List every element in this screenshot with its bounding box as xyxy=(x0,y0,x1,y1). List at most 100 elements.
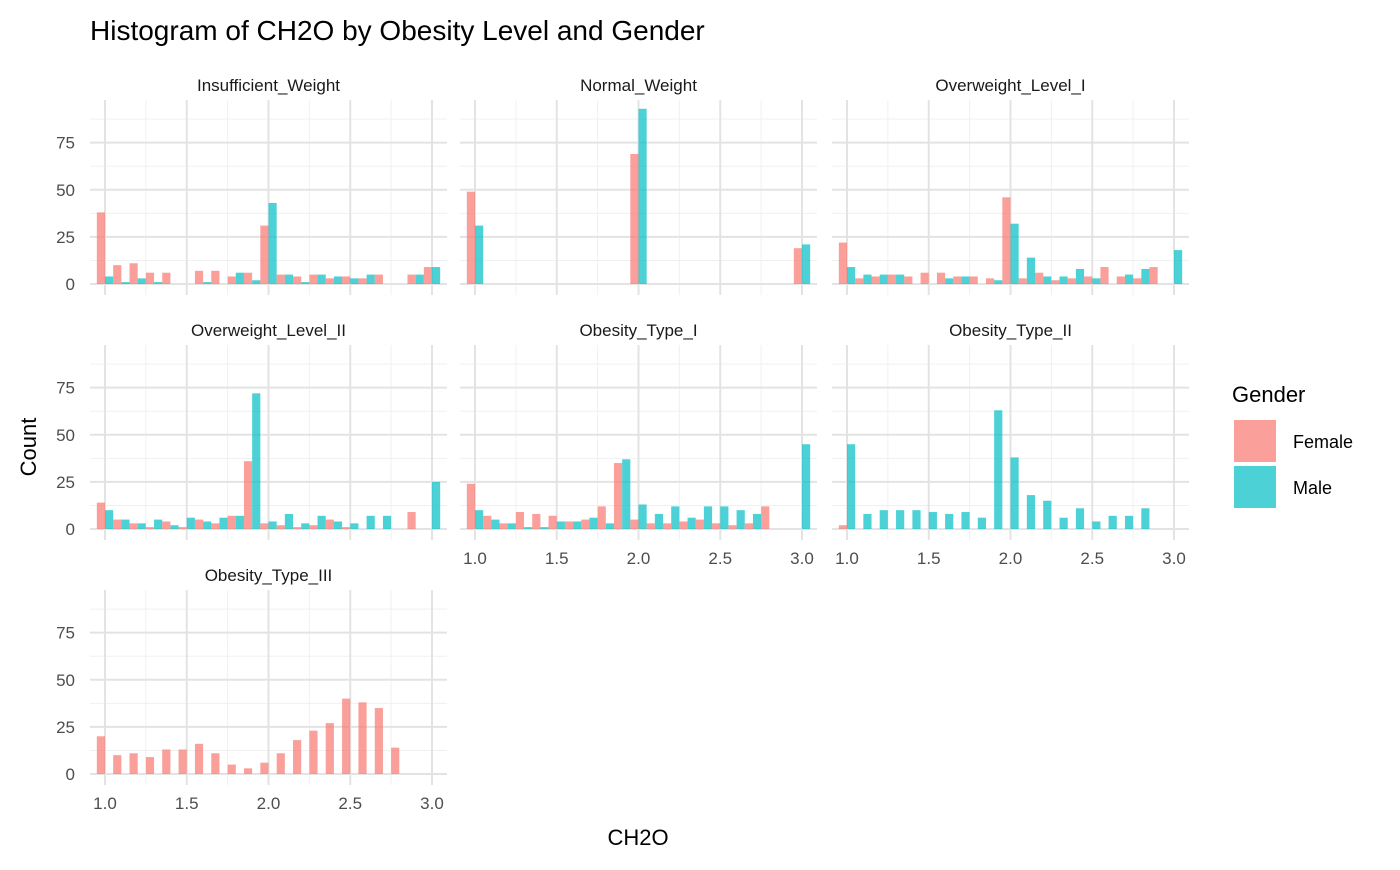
bar-female xyxy=(887,274,897,284)
x-tick-label: 2.0 xyxy=(627,549,651,568)
y-tick-label: 75 xyxy=(56,379,75,398)
bar-male xyxy=(317,274,326,284)
facet-panel: Normal_Weight xyxy=(460,76,817,295)
bar-male xyxy=(879,510,888,529)
x-tick-label: 1.5 xyxy=(917,549,941,568)
bar-female xyxy=(374,274,383,284)
bar-male xyxy=(863,274,872,284)
bar-female xyxy=(325,519,334,529)
bar-male xyxy=(703,506,713,529)
bar-male xyxy=(802,244,811,284)
x-tick-label: 1.0 xyxy=(93,794,117,813)
bar-male xyxy=(301,282,310,284)
bar-male xyxy=(961,276,970,284)
bar-female xyxy=(407,274,416,284)
bar-female xyxy=(96,212,105,284)
bar-male xyxy=(622,459,631,529)
bar-female xyxy=(532,513,541,529)
bar-male xyxy=(736,510,745,529)
bar-female xyxy=(129,263,138,284)
bar-female xyxy=(145,757,155,774)
bar-female xyxy=(194,519,204,529)
bar-male xyxy=(333,276,343,284)
bar-male xyxy=(121,519,130,529)
bar-female xyxy=(793,248,802,284)
bar-female xyxy=(1035,272,1044,284)
bar-female xyxy=(1002,197,1011,284)
bar-female xyxy=(162,521,171,529)
facet-label: Obesity_Type_I xyxy=(579,321,697,340)
bar-female xyxy=(871,276,880,284)
bar-female xyxy=(178,749,187,774)
bar-female xyxy=(985,278,995,284)
bar-female xyxy=(630,153,639,284)
bar-female xyxy=(483,515,492,529)
facet-panel: Insufficient_Weight 0 25 50 75 xyxy=(56,76,447,295)
x-tick-label: 3.0 xyxy=(1162,549,1186,568)
bar-male xyxy=(896,510,905,529)
bar-male xyxy=(896,274,905,284)
bar-male xyxy=(203,282,212,284)
bar-female xyxy=(597,506,606,529)
bar-male xyxy=(432,481,441,529)
bar-male xyxy=(961,512,970,529)
bar-female xyxy=(374,708,383,774)
bar-male xyxy=(366,274,375,284)
bar-female xyxy=(466,191,475,284)
bar-male xyxy=(203,521,212,529)
bar-male xyxy=(720,506,729,529)
bar-male xyxy=(589,517,598,529)
bar-male xyxy=(154,282,163,284)
bar-male xyxy=(863,513,872,529)
bar-female xyxy=(293,740,302,774)
bar-female xyxy=(744,523,753,529)
bar-female xyxy=(260,523,269,529)
bar-male xyxy=(507,523,516,529)
bar-male xyxy=(847,444,856,529)
x-tick-label: 1.5 xyxy=(175,794,199,813)
bar-male xyxy=(1108,515,1117,529)
bar-female xyxy=(838,242,847,284)
bar-female xyxy=(969,276,978,284)
bar-male xyxy=(235,515,244,529)
facet-panel: Obesity_Type_III 0 25 50 75 1.0 1.5 2.0 2.5 3.0 xyxy=(56,566,447,813)
x-tick-label: 1.5 xyxy=(545,549,569,568)
bar-male xyxy=(638,108,647,284)
bar-female xyxy=(211,523,220,529)
bar-male xyxy=(105,510,114,529)
bar-male xyxy=(186,517,195,529)
bar-male xyxy=(219,517,228,529)
x-tick-label: 2.5 xyxy=(1080,549,1104,568)
bar-female xyxy=(129,523,138,529)
bar-male xyxy=(1092,521,1101,529)
bar-female xyxy=(162,749,171,774)
bar-male xyxy=(235,272,244,284)
bar-male xyxy=(638,504,647,529)
bar-female xyxy=(96,502,105,529)
bar-male xyxy=(1026,495,1036,529)
bar-male xyxy=(945,513,954,529)
bar-male xyxy=(1141,508,1150,529)
bar-male xyxy=(928,512,937,529)
y-tick-label: 25 xyxy=(56,228,75,247)
y-tick-label: 75 xyxy=(56,134,75,153)
bar-male xyxy=(284,274,294,284)
bar-male xyxy=(671,506,680,529)
bar-female xyxy=(1067,278,1076,284)
bar-female xyxy=(342,698,351,774)
x-tick-label: 2.0 xyxy=(999,549,1023,568)
bar-female xyxy=(1149,267,1158,284)
bar-female xyxy=(564,521,574,529)
bar-male xyxy=(366,515,375,529)
bar-female xyxy=(1084,276,1093,284)
bar-female xyxy=(243,461,253,529)
bar-male xyxy=(252,280,261,284)
legend-swatch xyxy=(1234,466,1276,508)
bar-male xyxy=(556,521,565,529)
bar-female xyxy=(515,512,525,529)
bar-male xyxy=(284,513,294,529)
bar-female xyxy=(342,276,351,284)
legend: Gender Female Male xyxy=(1232,382,1353,508)
x-tick-label: 3.0 xyxy=(420,794,444,813)
x-axis-label: CH2O xyxy=(607,825,668,850)
